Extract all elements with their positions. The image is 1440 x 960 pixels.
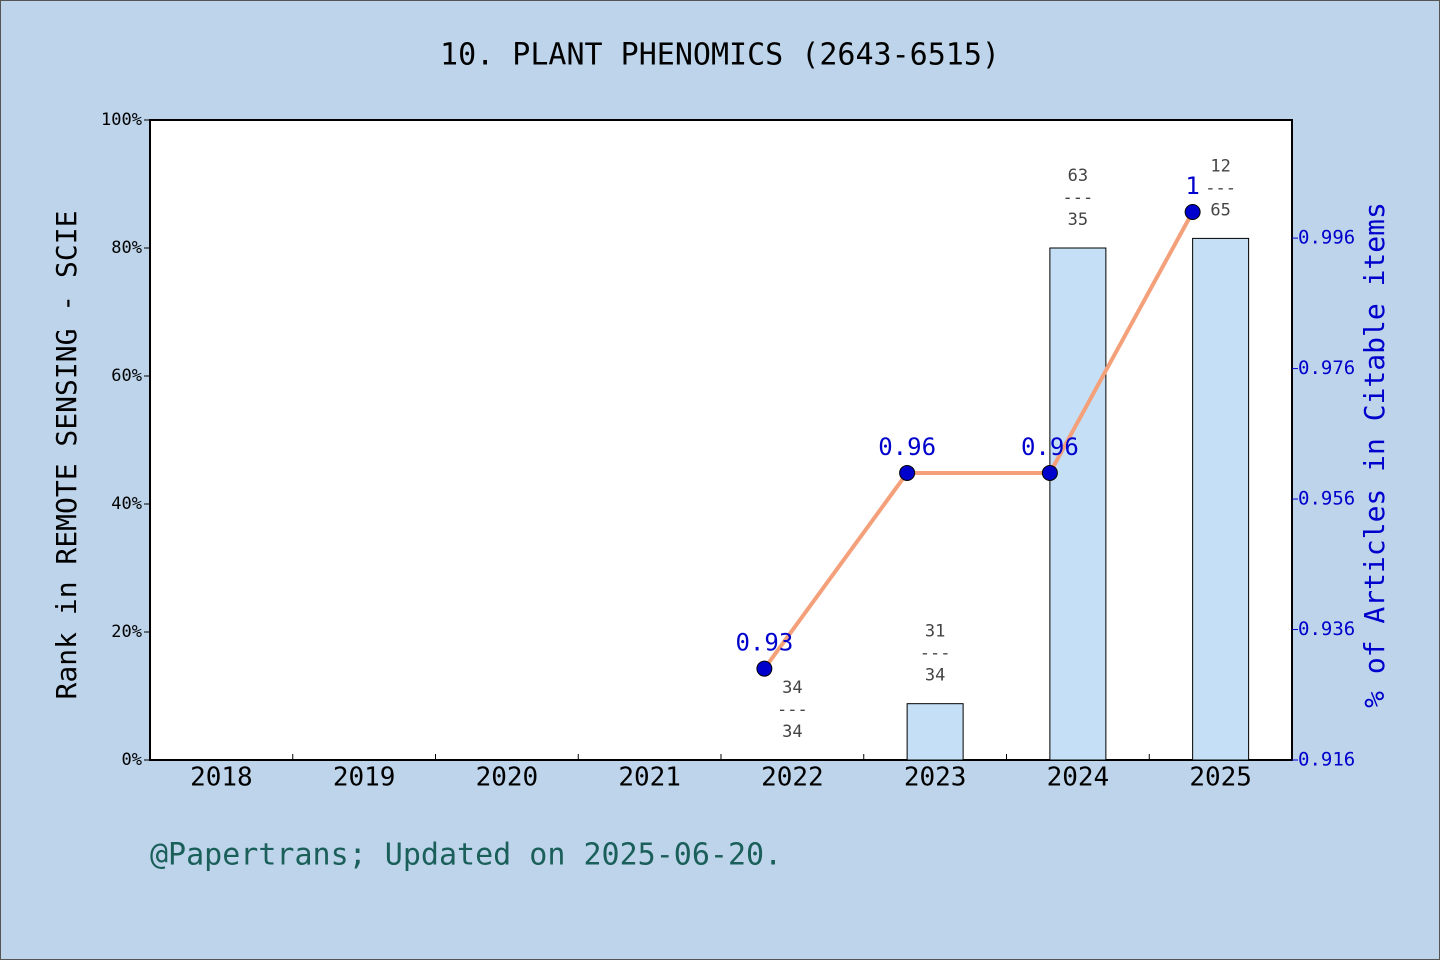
x-tick-label: 2019 [333,763,396,793]
bar [1192,237,1250,761]
rank-label: 35 [1068,210,1088,230]
y-tick-label: 80% [111,238,142,258]
y-axis-title: Rank in REMOTE SENSING - SCIE [50,211,83,700]
rank-label: 34 [782,678,802,698]
bar [906,703,964,761]
x-tick-label: 2021 [618,763,681,793]
data-label: 1 [1185,172,1199,200]
x-tick-label: 2023 [904,763,967,793]
data-label: 0.96 [1021,433,1079,461]
line-marker [756,660,773,677]
rank-label: --- [777,700,808,720]
x-tick-label: 2018 [190,763,253,793]
data-label: 0.96 [878,433,936,461]
y2-axis-title: % of Articles in Citable items [1358,202,1391,708]
y-tick-label: 0% [122,750,142,770]
y2-tick-label: 0.976 [1298,357,1355,379]
x-tick-label: 2024 [1047,763,1110,793]
rank-label: 63 [1068,166,1088,186]
footnote: @Papertrans; Updated on 2025-06-20. [150,838,782,873]
rank-label: 65 [1210,200,1230,220]
line-marker [899,464,916,481]
y-tick-label: 60% [111,366,142,386]
y-tick-label: 100% [101,110,142,130]
line-marker [1184,203,1201,220]
rank-label: --- [1205,178,1236,198]
bar [1049,247,1107,761]
rank-label: 31 [925,622,945,642]
y2-tick-label: 0.996 [1298,227,1355,249]
y2-tick-label: 0.956 [1298,488,1355,510]
y-tick-label: 40% [111,494,142,514]
y2-tick-label: 0.916 [1298,749,1355,771]
line [762,211,1195,670]
plot-area [149,119,1293,761]
line-marker [1041,464,1058,481]
rank-label: 12 [1210,156,1230,176]
x-tick-label: 2020 [476,763,539,793]
y-tick-label: 20% [111,622,142,642]
rank-label: 34 [925,666,945,686]
x-tick-label: 2025 [1189,763,1252,793]
data-label: 0.93 [735,629,793,657]
rank-label: --- [920,644,951,664]
chart-title: 10. PLANT PHENOMICS (2643-6515) [440,38,1000,73]
rank-label: 34 [782,722,802,742]
x-tick-label: 2022 [761,763,824,793]
rank-label: --- [1063,188,1094,208]
y2-tick-label: 0.936 [1298,618,1355,640]
